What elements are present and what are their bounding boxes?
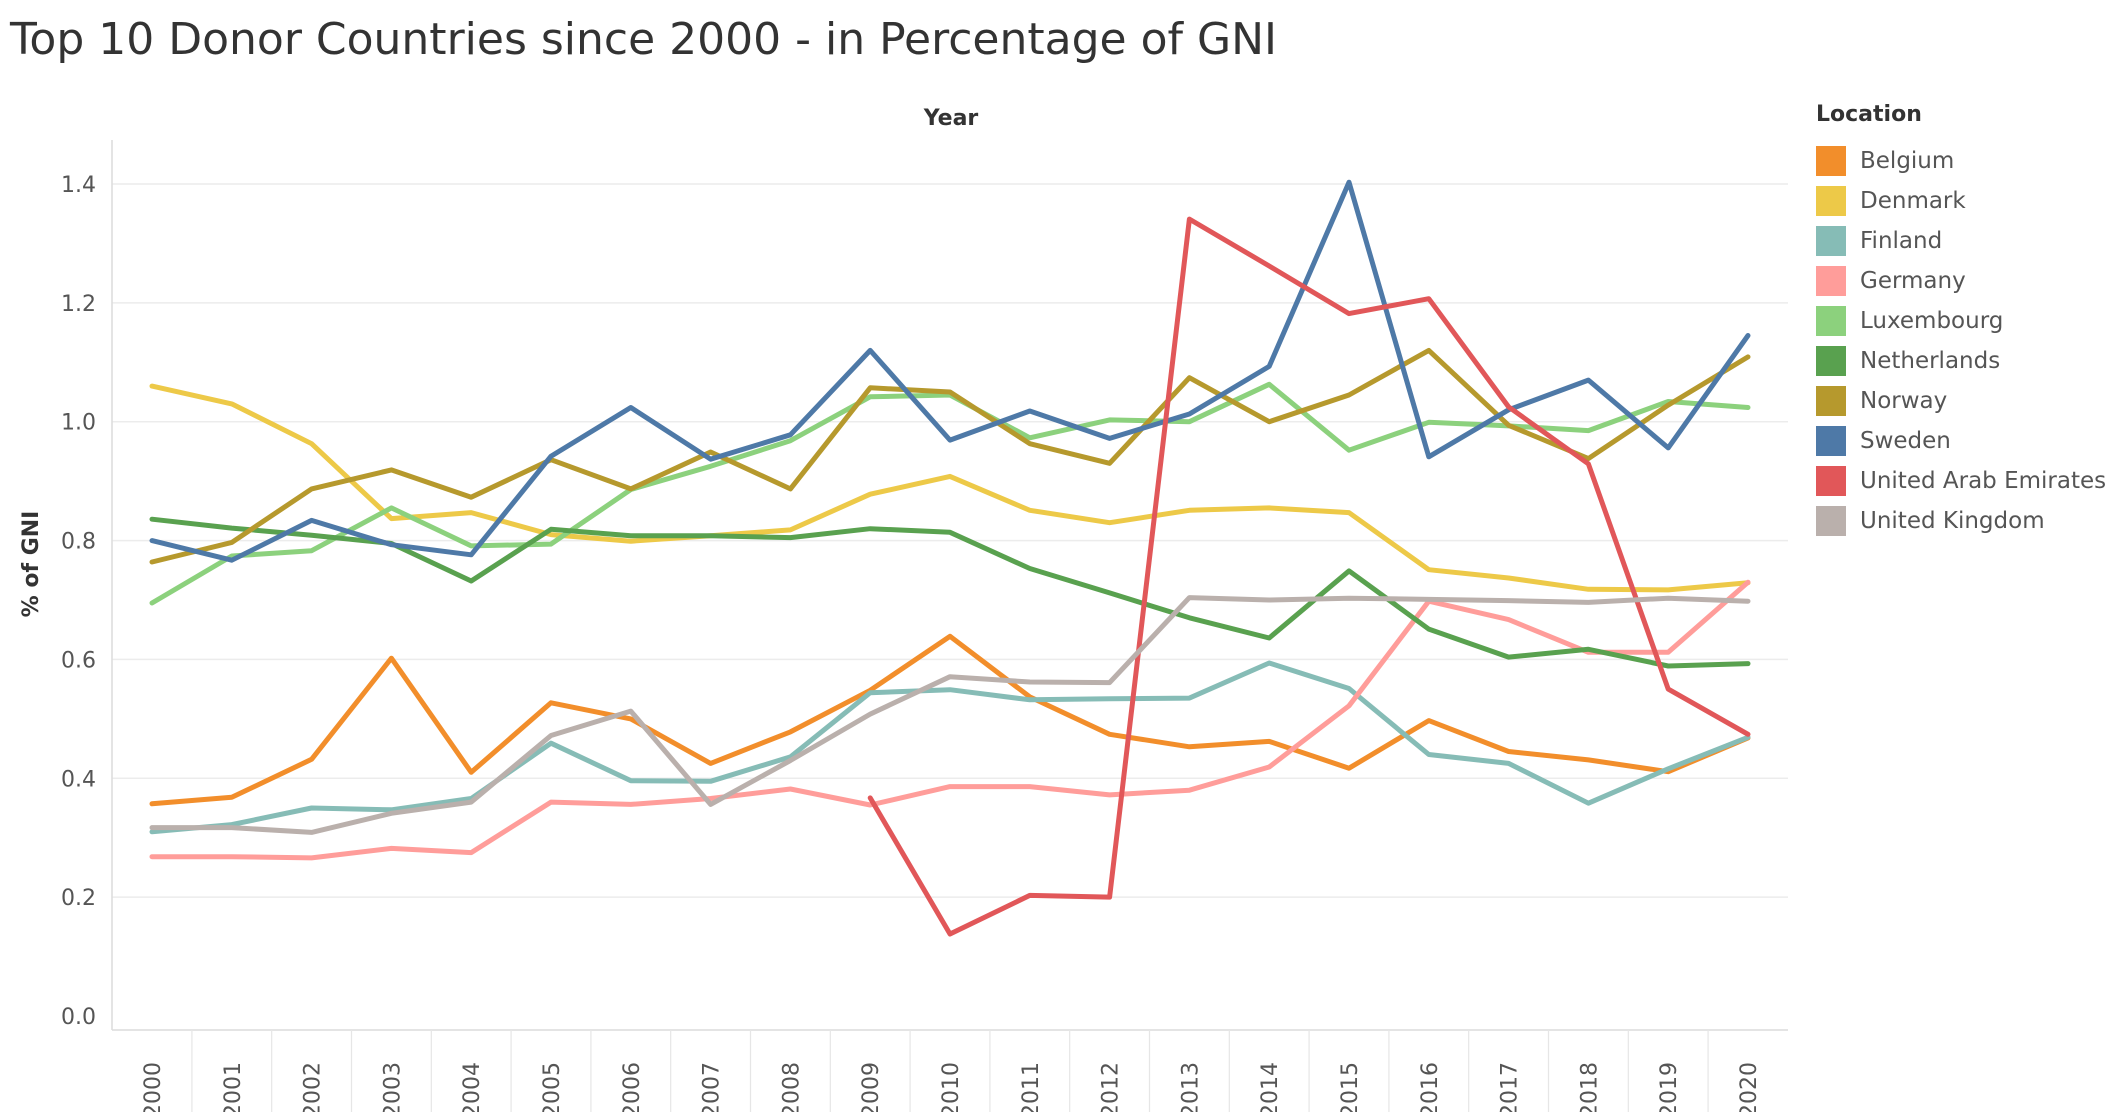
series-line-denmark bbox=[149, 383, 1751, 593]
x-tick-label: 2019 bbox=[1657, 1062, 1682, 1112]
y-tick-label: 0.0 bbox=[61, 1005, 96, 1030]
legend-swatch bbox=[1816, 306, 1846, 336]
legend: Location Belgium Denmark Finland Germany Lux… bbox=[1816, 102, 2106, 541]
x-tick-label: 2016 bbox=[1418, 1062, 1443, 1112]
chart-title: Top 10 Donor Countries since 2000 - in P… bbox=[10, 14, 1277, 65]
legend-label: Belgium bbox=[1860, 148, 1955, 174]
x-tick-label: 2011 bbox=[1019, 1062, 1044, 1112]
series-line-belgium bbox=[149, 633, 1751, 807]
axes bbox=[111, 140, 1788, 1112]
x-tick-label: 2018 bbox=[1577, 1062, 1602, 1112]
legend-item-netherlands[interactable]: Netherlands bbox=[1816, 341, 2102, 381]
legend-label: Norway bbox=[1860, 388, 1948, 414]
x-tick-label: 2020 bbox=[1737, 1062, 1762, 1112]
series-line-netherlands bbox=[149, 516, 1751, 669]
legend-item-belgium[interactable]: Belgium bbox=[1816, 141, 2102, 181]
y-tick-label: 1.4 bbox=[61, 173, 96, 198]
legend-swatch bbox=[1816, 466, 1846, 496]
legend-item-germany[interactable]: Germany bbox=[1816, 261, 2102, 301]
series-line-sweden bbox=[149, 179, 1751, 563]
y-tick-label: 0.8 bbox=[61, 530, 96, 555]
legend-label: Luxembourg bbox=[1860, 308, 2004, 334]
legend-swatch bbox=[1816, 426, 1846, 456]
legend-item-norway[interactable]: Norway bbox=[1816, 381, 2102, 421]
legend-swatch bbox=[1816, 266, 1846, 296]
x-tick-label: 2007 bbox=[700, 1062, 725, 1112]
legend-label: Sweden bbox=[1860, 428, 1951, 454]
legend-label: United Kingdom bbox=[1860, 508, 2045, 534]
x-tick-label: 2003 bbox=[380, 1062, 405, 1112]
series-lines bbox=[149, 179, 1751, 937]
legend-swatch bbox=[1816, 186, 1846, 216]
legend-label: Netherlands bbox=[1860, 348, 2001, 374]
y-tick-label: 1.0 bbox=[61, 411, 96, 436]
y-tick-label: 0.4 bbox=[61, 767, 96, 792]
series-line-norway bbox=[149, 347, 1751, 565]
legend-item-united-kingdom[interactable]: United Kingdom bbox=[1816, 501, 2102, 541]
x-tick-label: 2010 bbox=[939, 1062, 964, 1112]
x-axis-title: Year bbox=[923, 106, 979, 131]
series-line-finland bbox=[149, 660, 1751, 835]
x-tick-label: 2012 bbox=[1099, 1062, 1124, 1112]
y-tick-label: 1.2 bbox=[61, 292, 96, 317]
x-tick-label: 2002 bbox=[301, 1062, 326, 1112]
x-tick-label: 2006 bbox=[620, 1062, 645, 1112]
series-line-luxembourg bbox=[149, 381, 1751, 606]
y-axis-title: % of GNI bbox=[19, 511, 44, 618]
legend-swatch bbox=[1816, 146, 1846, 176]
legend-label: Finland bbox=[1860, 228, 1943, 254]
y-tick-label: 0.6 bbox=[61, 648, 96, 673]
legend-swatch bbox=[1816, 506, 1846, 536]
tick-labels: 0.0 0.2 0.4 0.6 0.8 1.0 1.2 1.4 2000 2001 2002 2003… bbox=[61, 173, 1762, 1112]
legend-label: United Arab Emirates bbox=[1860, 468, 2106, 494]
legend-item-finland[interactable]: Finland bbox=[1816, 221, 2102, 261]
x-tick-label: 2004 bbox=[460, 1062, 485, 1112]
x-tick-label: 2009 bbox=[859, 1062, 884, 1112]
legend-label: Germany bbox=[1860, 268, 1966, 294]
legend-title: Location bbox=[1816, 102, 1922, 127]
legend-swatch bbox=[1816, 346, 1846, 376]
x-tick-label: 2015 bbox=[1338, 1062, 1363, 1112]
x-tick-label: 2008 bbox=[779, 1062, 804, 1112]
legend-item-united-arab-emirates[interactable]: United Arab Emirates bbox=[1816, 461, 2106, 501]
y-tick-label: 0.2 bbox=[61, 886, 96, 911]
legend-item-denmark[interactable]: Denmark bbox=[1816, 181, 2102, 221]
x-tick-label: 2013 bbox=[1178, 1062, 1203, 1112]
legend-swatch bbox=[1816, 226, 1846, 256]
series-line-united-kingdom bbox=[149, 595, 1751, 835]
legend-item-sweden[interactable]: Sweden bbox=[1816, 421, 2102, 461]
series-line-united-arab-emirates bbox=[867, 216, 1751, 937]
x-tick-label: 2014 bbox=[1258, 1062, 1283, 1112]
legend-label: Denmark bbox=[1860, 188, 1966, 214]
legend-items: Belgium Denmark Finland Germany Luxembourg Ne… bbox=[1816, 141, 2106, 541]
legend-item-luxembourg[interactable]: Luxembourg bbox=[1816, 301, 2102, 341]
x-tick-label: 2017 bbox=[1498, 1062, 1523, 1112]
series-line-germany bbox=[149, 579, 1751, 861]
x-tick-label: 2001 bbox=[221, 1062, 246, 1112]
x-tick-label: 2005 bbox=[540, 1062, 565, 1112]
x-tick-label: 2000 bbox=[141, 1062, 166, 1112]
legend-swatch bbox=[1816, 386, 1846, 416]
